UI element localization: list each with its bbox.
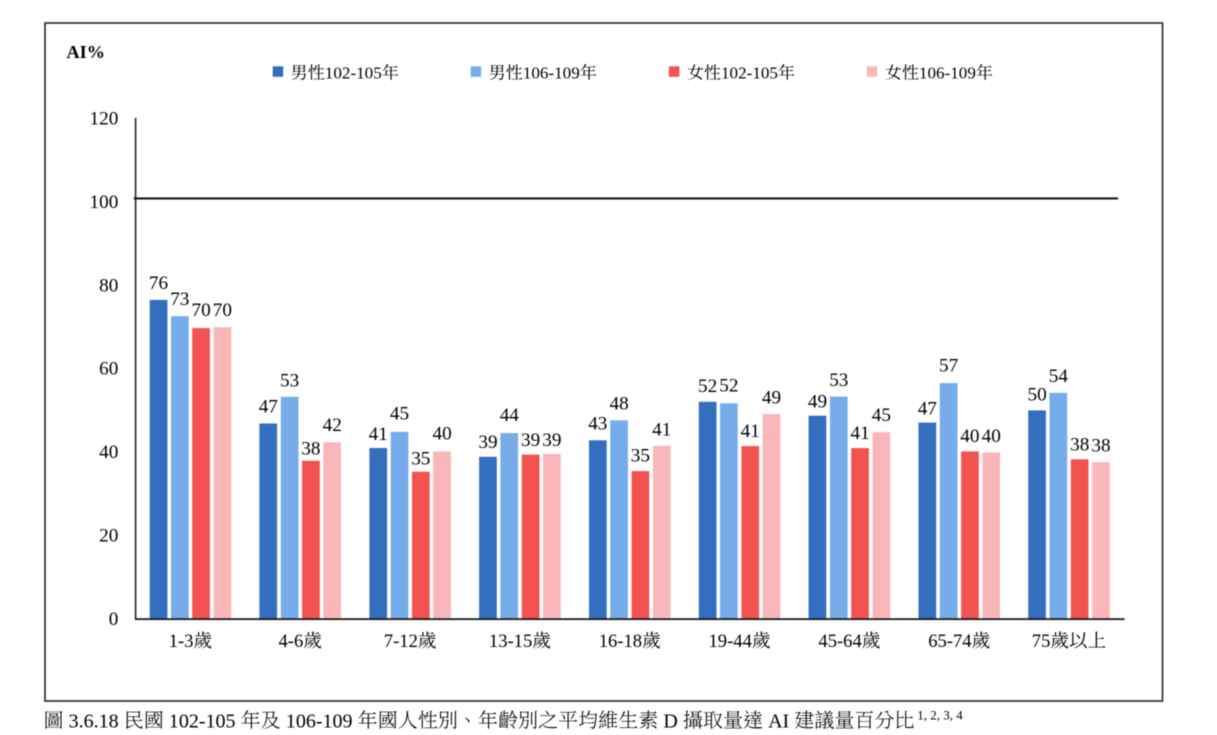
svg-text:45: 45 [872,405,891,426]
svg-text:106-109: 106-109 [523,64,580,83]
svg-text:43: 43 [588,413,607,434]
svg-text:42: 42 [323,415,342,436]
svg-text:40: 40 [982,426,1001,447]
svg-text:38: 38 [301,438,320,459]
svg-text:47: 47 [918,398,938,419]
svg-text:13-15: 13-15 [489,631,532,652]
svg-text:65-74: 65-74 [928,631,971,652]
svg-text:106-109: 106-109 [286,710,353,732]
svg-text:80: 80 [99,275,118,296]
svg-text:D: D [663,710,677,732]
svg-text:57: 57 [939,355,959,376]
svg-text:70: 70 [213,300,232,321]
svg-text:60: 60 [99,359,118,380]
svg-text:102-105: 102-105 [325,64,382,83]
svg-text:49: 49 [808,392,827,413]
svg-text:35: 35 [631,446,650,467]
svg-text:106-109: 106-109 [919,64,976,83]
svg-text:0: 0 [109,609,119,630]
svg-text:53: 53 [829,370,848,391]
svg-text:52: 52 [698,376,717,397]
svg-text:100: 100 [90,192,119,213]
svg-text:70: 70 [192,300,211,321]
svg-text:16-18: 16-18 [599,631,642,652]
svg-text:38: 38 [1070,435,1089,456]
svg-text:53: 53 [280,370,299,391]
svg-text:47: 47 [259,397,279,418]
svg-text:50: 50 [1028,385,1047,406]
svg-text:3.6.18: 3.6.18 [69,710,119,732]
svg-text:AI: AI [768,710,789,732]
svg-text:35: 35 [411,449,430,470]
svg-text:120: 120 [90,108,119,129]
svg-text:1-3: 1-3 [169,631,194,652]
svg-text:20: 20 [99,526,118,547]
svg-text:48: 48 [610,394,629,415]
svg-text:41: 41 [652,419,671,440]
svg-text:102-105: 102-105 [169,710,236,732]
svg-text:44: 44 [500,405,520,426]
svg-text:102-105: 102-105 [721,64,778,83]
svg-text:39: 39 [521,430,540,451]
svg-text:41: 41 [369,424,388,445]
svg-text:1, 2, 3, 4: 1, 2, 3, 4 [917,707,963,722]
svg-text:76: 76 [149,273,169,294]
svg-text:39: 39 [478,432,497,453]
svg-text:41: 41 [741,421,760,442]
svg-text:73: 73 [170,289,189,310]
svg-text:49: 49 [762,387,781,408]
svg-text:75: 75 [1032,631,1051,652]
svg-text:7-12: 7-12 [384,631,418,652]
svg-text:19-44: 19-44 [709,631,752,652]
svg-text:41: 41 [851,423,870,444]
svg-text:40: 40 [960,426,979,447]
svg-text:4-6: 4-6 [279,631,304,652]
svg-text:38: 38 [1091,435,1110,456]
svg-text:45-64: 45-64 [818,631,861,652]
svg-text:39: 39 [542,430,561,451]
svg-text:AI%: AI% [67,42,105,62]
svg-text:45: 45 [390,404,409,425]
svg-text:40: 40 [433,423,452,444]
svg-text:54: 54 [1049,366,1069,387]
svg-text:52: 52 [719,376,738,397]
svg-text:40: 40 [99,442,118,463]
